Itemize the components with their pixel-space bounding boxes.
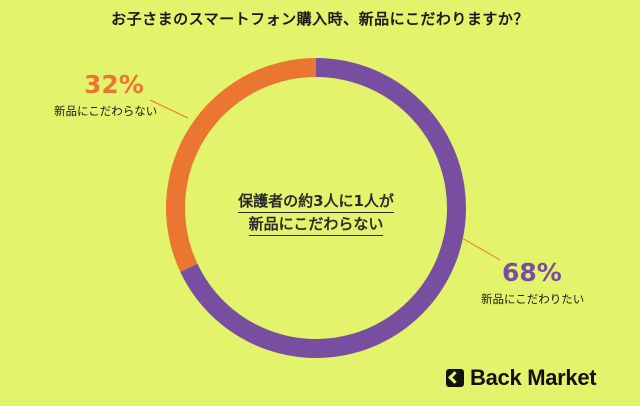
back-market-logo-icon: [446, 369, 464, 387]
leader-line-no: [149, 99, 189, 119]
center-annotation-line2: 新品にこだわらない: [248, 213, 384, 236]
slice-percent-label-no: 32%: [84, 70, 144, 99]
center-annotation-line1: 保護者の約3人に1人が: [238, 190, 394, 213]
donut-slice-no: [166, 58, 316, 272]
back-market-logo-text: Back Market: [470, 365, 597, 390]
slice-category-label-no: 新品にこだわらない: [54, 104, 158, 118]
slice-percent-label-yes: 68%: [502, 258, 562, 287]
back-market-logo: Back Market: [446, 365, 597, 390]
slice-category-label-yes: 新品にこだわりたい: [481, 292, 585, 306]
leader-line-yes: [461, 237, 501, 261]
center-annotation: 保護者の約3人に1人が 新品にこだわらない: [200, 190, 432, 236]
chart-title: お子さまのスマートフォン購入時、新品にこだわりますか？: [111, 10, 529, 28]
